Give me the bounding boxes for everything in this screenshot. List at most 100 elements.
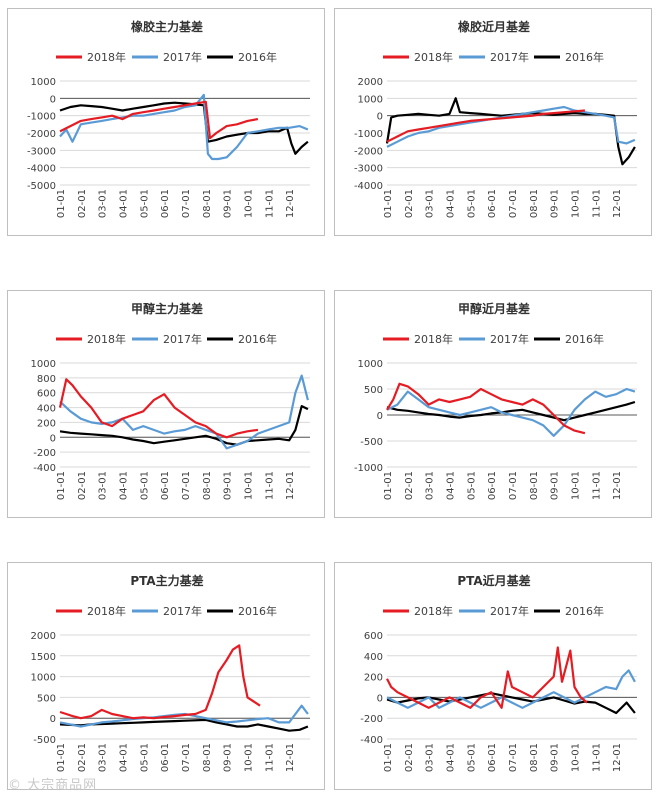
chart-panel-methanol-main: 甲醇主力基差 2018年 2017年 2016年 -400 -200 0 200 400 600 8…	[7, 290, 325, 518]
y-tick-label: 0	[50, 714, 56, 725]
x-tick-label: 02-01	[404, 471, 415, 500]
y-tick-label: -200	[360, 714, 383, 725]
chart-title: PTA近月基差	[457, 573, 530, 588]
x-tick-label: 03-01	[98, 743, 109, 772]
legend-label: 2016年	[238, 332, 277, 346]
series-line-2018	[59, 100, 259, 140]
x-tick-label: 11-01	[264, 743, 275, 772]
y-tick-label: 200	[364, 673, 383, 684]
x-tick-label: 08-01	[529, 471, 540, 500]
legend-label: 2018年	[414, 50, 453, 64]
y-tick-label: 1000	[358, 94, 383, 105]
y-tick-label: -400	[33, 463, 56, 474]
x-tick-label: 05-01	[139, 743, 150, 772]
x-tick-label: 12-01	[612, 743, 623, 772]
x-tick-label: 09-01	[223, 743, 234, 772]
x-tick-label: 10-01	[571, 189, 582, 218]
x-tick-label: 01-01	[56, 471, 67, 500]
legend-label: 2017年	[490, 604, 529, 618]
x-tick-label: 09-01	[550, 743, 561, 772]
legend-label: 2016年	[238, 604, 277, 618]
x-tick-label: 01-01	[56, 743, 67, 772]
y-tick-label: -5000	[27, 181, 56, 192]
chart-svg: 橡胶主力基差 2018年 2017年 2016年 -5000 -4000 -3000 -200…	[27, 19, 310, 218]
y-tick-label: 1000	[31, 673, 56, 684]
series-line-2016	[59, 101, 309, 155]
chart-svg: 甲醇主力基差 2018年 2017年 2016年 -400 -200 0 200 400 600 8…	[31, 301, 310, 500]
x-tick-label: 03-01	[425, 743, 436, 772]
x-tick-label: 01-01	[383, 189, 394, 218]
chart-svg: 橡胶近月基差 2018年 2017年 2016年 -4000 -3000 -2000 -100…	[354, 19, 637, 218]
x-tick-label: 04-01	[446, 189, 457, 218]
x-tick-label: 02-01	[77, 471, 88, 500]
series-line-2018	[386, 109, 585, 143]
legend-label: 2016年	[238, 50, 277, 64]
x-tick-label: 07-01	[508, 189, 519, 218]
chart-panel-methanol-near: 甲醇近月基差 2018年 2017年 2016年 -1000 -500 0 500 1000 01…	[334, 290, 652, 518]
x-tick-label: 02-01	[404, 743, 415, 772]
y-tick-label: -3000	[354, 164, 383, 175]
series-line-2017	[386, 105, 636, 148]
y-tick-label: 500	[364, 385, 383, 396]
y-tick-label: -400	[360, 735, 383, 746]
y-tick-label: 0	[377, 693, 383, 704]
legend-label: 2017年	[490, 332, 529, 346]
x-tick-label: 12-01	[612, 189, 623, 218]
chart-title: 甲醇近月基差	[458, 301, 530, 316]
x-tick-label: 04-01	[119, 471, 130, 500]
legend-label: 2018年	[414, 604, 453, 618]
x-tick-label: 07-01	[181, 189, 192, 218]
chart-svg: PTA主力基差 2018年 2017年 2016年 -500 0 500 1000 1500 20…	[31, 573, 310, 772]
x-tick-label: 06-01	[160, 743, 171, 772]
series-line-2017	[386, 387, 636, 437]
legend-label: 2018年	[87, 332, 126, 346]
y-tick-label: -500	[360, 437, 383, 448]
x-tick-label: 03-01	[425, 471, 436, 500]
x-tick-label: 11-01	[264, 471, 275, 500]
x-tick-label: 11-01	[591, 189, 602, 218]
x-tick-label: 02-01	[404, 189, 415, 218]
x-tick-label: 09-01	[223, 189, 234, 218]
y-tick-label: 600	[37, 389, 56, 400]
x-tick-label: 04-01	[446, 471, 457, 500]
y-tick-label: -2000	[354, 146, 383, 157]
x-tick-label: 08-01	[529, 743, 540, 772]
x-tick-label: 07-01	[181, 743, 192, 772]
y-tick-label: -1000	[27, 112, 56, 123]
x-tick-label: 04-01	[119, 189, 130, 218]
series-line-2017	[59, 93, 309, 161]
x-tick-label: 07-01	[508, 471, 519, 500]
chart-panel-rubber-main: 橡胶主力基差 2018年 2017年 2016年 -5000 -4000 -3000 -200…	[7, 8, 325, 236]
y-tick-label: 400	[37, 404, 56, 415]
x-tick-label: 11-01	[591, 471, 602, 500]
x-tick-label: 05-01	[466, 471, 477, 500]
x-tick-label: 06-01	[487, 189, 498, 218]
x-tick-label: 01-01	[383, 471, 394, 500]
y-tick-label: 600	[364, 631, 383, 642]
x-tick-label: 10-01	[244, 471, 255, 500]
y-tick-label: -4000	[27, 164, 56, 175]
series-line-2018	[58, 378, 259, 439]
x-tick-label: 06-01	[487, 471, 498, 500]
y-tick-label: -500	[33, 735, 56, 746]
legend-label: 2017年	[163, 332, 202, 346]
x-tick-label: 12-01	[285, 471, 296, 500]
y-tick-label: 2000	[358, 77, 383, 88]
legend-label: 2017年	[490, 50, 529, 64]
y-tick-label: 1000	[31, 77, 56, 88]
y-tick-label: -3000	[27, 146, 56, 157]
y-tick-label: 400	[364, 652, 383, 663]
legend-label: 2017年	[163, 604, 202, 618]
x-tick-label: 05-01	[466, 743, 477, 772]
legend-label: 2016年	[565, 604, 604, 618]
legend-label: 2016年	[565, 332, 604, 346]
x-tick-label: 08-01	[529, 189, 540, 218]
x-tick-label: 11-01	[591, 743, 602, 772]
y-tick-label: -200	[33, 448, 56, 459]
series-line-2018	[386, 646, 588, 709]
y-tick-label: -1000	[354, 463, 383, 474]
x-tick-label: 12-01	[285, 743, 296, 772]
x-tick-label: 07-01	[508, 743, 519, 772]
x-tick-label: 04-01	[119, 743, 130, 772]
x-tick-label: 10-01	[244, 743, 255, 772]
